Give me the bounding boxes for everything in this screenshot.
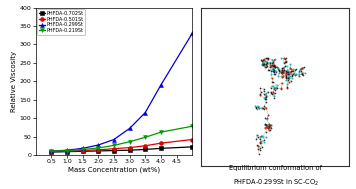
PHFDA-0.219St: [127, 141, 132, 143]
PHFDA-0.219St: [49, 150, 53, 152]
PHFDA-0.299St: [143, 112, 147, 114]
PHFDA-0.219St: [143, 136, 147, 138]
PHFDA-0.702St: [80, 150, 85, 152]
PHFDA-0.702St: [190, 146, 194, 148]
PHFDA-0.702St: [112, 149, 116, 152]
PHFDA-0.702St: [65, 150, 69, 153]
PHFDA-0.702St: [159, 147, 163, 149]
PHFDA-0.702St: [96, 150, 100, 152]
PHFDA-0.219St: [112, 144, 116, 146]
X-axis label: Mass Concentration (wt%): Mass Concentration (wt%): [68, 167, 160, 174]
PHFDA-0.219St: [65, 149, 69, 152]
PHFDA-0.501St: [49, 150, 53, 153]
PHFDA-0.299St: [65, 149, 69, 151]
Line: PHFDA-0.219St: PHFDA-0.219St: [49, 124, 194, 153]
Line: PHFDA-0.299St: PHFDA-0.299St: [49, 31, 194, 153]
PHFDA-0.501St: [80, 149, 85, 152]
PHFDA-0.299St: [49, 150, 53, 152]
PHFDA-0.501St: [190, 138, 194, 141]
PHFDA-0.219St: [159, 131, 163, 133]
Line: PHFDA-0.501St: PHFDA-0.501St: [49, 138, 194, 154]
Y-axis label: Relative Viscosity: Relative Viscosity: [11, 51, 17, 112]
PHFDA-0.219St: [80, 148, 85, 151]
PHFDA-0.299St: [127, 127, 132, 130]
PHFDA-0.299St: [190, 32, 194, 34]
PHFDA-0.299St: [159, 84, 163, 86]
Legend: PHFDA-0.702St, PHFDA-0.501St, PHFDA-0.299St, PHFDA-0.219St: PHFDA-0.702St, PHFDA-0.501St, PHFDA-0.29…: [37, 9, 85, 35]
PHFDA-0.501St: [159, 142, 163, 144]
PHFDA-0.299St: [80, 147, 85, 149]
PHFDA-0.219St: [96, 147, 100, 149]
PHFDA-0.702St: [143, 148, 147, 151]
PHFDA-0.501St: [143, 145, 147, 147]
PHFDA-0.219St: [190, 125, 194, 127]
Text: Equilibrium conformation of: Equilibrium conformation of: [229, 165, 323, 171]
PHFDA-0.299St: [96, 144, 100, 146]
PHFDA-0.501St: [96, 149, 100, 151]
PHFDA-0.501St: [127, 146, 132, 149]
PHFDA-0.702St: [127, 149, 132, 151]
PHFDA-0.501St: [112, 148, 116, 150]
PHFDA-0.702St: [49, 151, 53, 153]
Text: PHFDA-0.299St in SC-CO$_2$: PHFDA-0.299St in SC-CO$_2$: [233, 178, 319, 188]
Line: PHFDA-0.702St: PHFDA-0.702St: [49, 145, 194, 154]
PHFDA-0.501St: [65, 150, 69, 152]
PHFDA-0.299St: [112, 138, 116, 141]
